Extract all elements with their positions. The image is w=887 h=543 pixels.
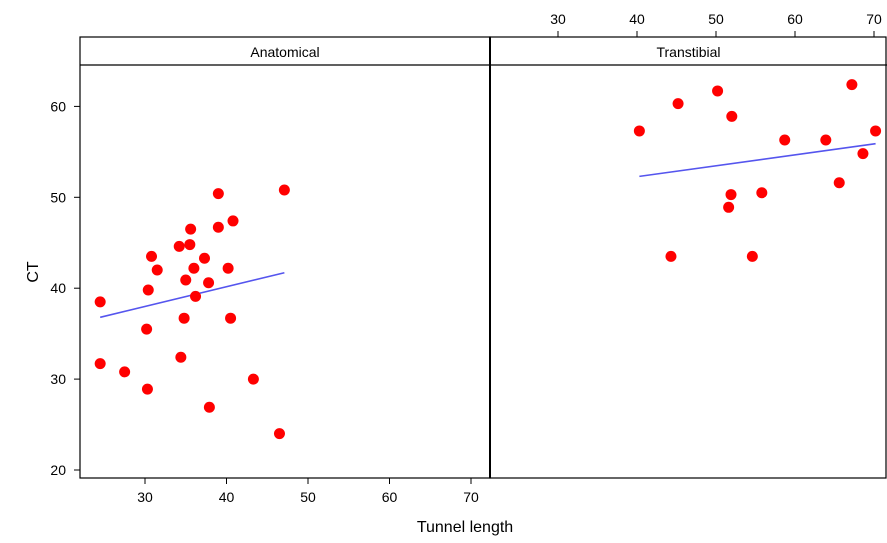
- y-tick-label: 40: [50, 280, 66, 296]
- fit-line-2: [639, 142, 876, 178]
- data-point-1-21: [212, 221, 224, 233]
- data-point-1-15: [188, 262, 200, 274]
- data-point-1-19: [203, 401, 215, 413]
- data-point-2-11: [820, 134, 832, 146]
- data-point-1-14: [185, 223, 197, 235]
- data-point-2-10: [779, 134, 791, 146]
- data-point-1-6: [142, 284, 154, 296]
- data-point-1-26: [273, 428, 285, 440]
- data-point-2-14: [857, 148, 869, 160]
- data-point-1-17: [198, 252, 210, 264]
- data-point-1-12: [180, 274, 192, 286]
- x-tick-label-top: 30: [550, 11, 566, 27]
- data-point-1-5: [141, 383, 153, 395]
- data-point-2-13: [846, 79, 858, 91]
- data-point-1-18: [203, 277, 215, 289]
- data-point-2-12: [833, 177, 845, 189]
- x-tick-label-top: 40: [629, 11, 645, 27]
- data-point-1-27: [278, 184, 290, 196]
- y-axis-title: CT: [25, 261, 42, 283]
- data-point-1-13: [184, 239, 196, 251]
- data-point-2-4: [712, 85, 724, 97]
- strip-label-2: Transtibial: [656, 44, 720, 60]
- x-tick-label-top: 50: [708, 11, 724, 27]
- x-axis-title: Tunnel length: [417, 519, 513, 536]
- y-tick-label: 30: [50, 371, 66, 387]
- data-point-1-20: [212, 188, 224, 200]
- data-point-1-22: [222, 262, 234, 274]
- data-point-1-24: [227, 215, 239, 227]
- y-tick-label: 60: [50, 98, 66, 114]
- data-point-1-1: [94, 296, 106, 308]
- data-point-2-8: [746, 250, 758, 262]
- y-tick-label: 20: [50, 462, 66, 478]
- x-tick-label-top: 60: [787, 11, 803, 27]
- x-tick-label-bottom: 30: [137, 489, 153, 505]
- data-point-2-5: [723, 201, 735, 213]
- data-point-1-8: [151, 264, 163, 276]
- data-point-1-7: [146, 250, 158, 262]
- x-tick-label-bottom: 50: [300, 489, 316, 505]
- data-point-1-4: [141, 323, 153, 335]
- data-point-1-10: [175, 351, 187, 363]
- x-tick-label-top: 70: [866, 11, 882, 27]
- strip-label-1: Anatomical: [250, 44, 319, 60]
- data-point-1-23: [225, 312, 237, 324]
- data-point-2-1: [633, 125, 645, 137]
- data-point-1-2: [94, 358, 106, 370]
- x-tick-label-bottom: 70: [463, 489, 479, 505]
- y-tick-label: 50: [50, 189, 66, 205]
- data-point-2-9: [756, 187, 768, 199]
- x-tick-label-bottom: 40: [219, 489, 235, 505]
- panel-frame-1: [79, 36, 491, 479]
- panel-frame-2: [489, 36, 887, 479]
- data-point-2-6: [725, 189, 737, 201]
- data-point-2-7: [726, 110, 738, 122]
- data-point-2-3: [672, 98, 684, 110]
- data-point-2-15: [870, 125, 882, 137]
- x-tick-label-bottom: 60: [382, 489, 398, 505]
- data-point-1-25: [247, 373, 259, 385]
- data-point-1-11: [178, 312, 190, 324]
- data-point-1-3: [119, 366, 131, 378]
- data-point-1-9: [173, 240, 185, 252]
- data-point-1-16: [190, 290, 202, 302]
- data-point-2-2: [665, 250, 677, 262]
